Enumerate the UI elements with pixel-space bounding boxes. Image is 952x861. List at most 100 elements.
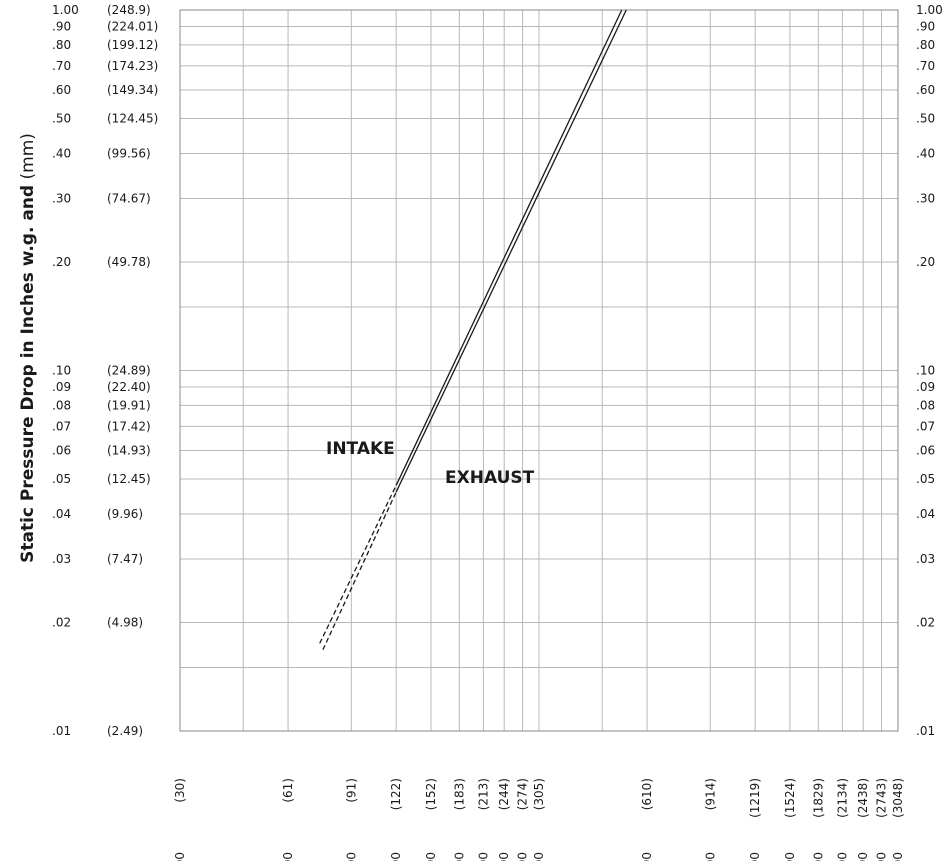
y-tick-label-right: .05 [916,472,935,486]
x-tick-label: 3000 [703,852,717,861]
y-tick-label: .07 [52,419,71,433]
x-tick-label-mm: (2438) [856,778,870,818]
y-tick-label-right: .90 [916,19,935,33]
y-tick-label-mm: (2.49) [107,724,143,738]
y-tick-label: .50 [52,112,71,126]
y-tick-label-right: .01 [916,724,935,738]
x-tick-label: 800 [497,852,511,861]
x-tick-label: 900 [516,852,530,861]
x-tick-label: 9000 [875,852,889,861]
x-tick-label: 6000 [811,852,825,861]
y-tick-label-right: 1.00 [916,3,943,17]
x-tick-label: 2000 [640,852,654,861]
y-tick-label: .80 [52,38,71,52]
y-axis-label-unit: (mm) [18,133,38,179]
x-tick-label: 8000 [856,852,870,861]
y-axis-label: Static Pressure Drop in Inches w.g. and … [18,133,38,563]
y-tick-label-right: .80 [916,38,935,52]
series-label-exhaust: EXHAUST [445,468,535,488]
x-tick-label: 700 [476,852,490,861]
y-tick-label-mm: (99.56) [107,146,151,160]
series-label-intake: INTAKE [326,439,395,459]
y-tick-labels-left: 1.00 (248.9) .90 (224.01) .80 (199.12) .70 (174… [52,3,158,738]
y-tick-label: .03 [52,552,71,566]
y-tick-label-mm: (49.78) [107,255,151,269]
y-tick-label-mm: (74.67) [107,191,151,205]
y-tick-label-right: .20 [916,255,935,269]
y-tick-label-right: .07 [916,419,935,433]
y-tick-label: .01 [52,724,71,738]
y-tick-label: .04 [52,507,71,521]
x-tick-label-mm: (2743) [875,778,889,818]
y-tick-label-right: .60 [916,83,935,97]
x-tick-label: 5000 [783,852,797,861]
x-tick-label-mm: (914) [703,778,717,810]
x-tick-label-mm: (1219) [748,778,762,818]
x-tick-label: 300 [344,852,358,861]
y-tick-label: .06 [52,443,71,457]
y-tick-label-right: .08 [916,398,935,412]
y-tick-label: .60 [52,83,71,97]
plot-border [179,9,899,732]
x-tick-label: 200 [281,852,295,861]
y-tick-label-mm: (12.45) [107,472,151,486]
intake-line-solid [395,9,623,486]
x-tick-label: 100 [173,852,187,861]
y-tick-label-mm: (22.40) [107,380,151,394]
x-tick-label-mm: (1829) [811,778,825,818]
y-tick-label: .02 [52,615,71,629]
y-tick-label: .08 [52,398,71,412]
y-tick-label-mm: (224.01) [107,19,158,33]
x-tick-label-mm: (244) [497,778,511,810]
y-tick-label-right: .03 [916,552,935,566]
plot-frame [179,9,899,732]
x-tick-label: 10,000 [891,852,905,861]
grid [179,9,899,732]
x-tick-label-mm: (3048) [891,778,905,818]
x-tick-label: 500 [424,852,438,861]
y-tick-label-right: .06 [916,443,935,457]
y-tick-label-mm: (248.9) [107,3,151,17]
y-tick-label: .40 [52,146,71,160]
x-tick-label: 1000 [532,852,546,861]
y-tick-label-mm: (4.98) [107,615,143,629]
y-tick-label-right: .02 [916,615,935,629]
y-tick-label-right: .70 [916,59,935,73]
x-tick-label-mm: (1524) [783,778,797,818]
y-axis-label-main: Static Pressure Drop in Inches w.g. and [18,185,38,563]
y-tick-label-mm: (17.42) [107,419,151,433]
y-tick-label-mm: (124.45) [107,112,158,126]
x-tick-label: 400 [389,852,403,861]
x-tick-label-mm: (2134) [835,778,849,818]
series-labels: INTAKE EXHAUST [326,439,535,488]
y-tick-label: .09 [52,380,71,394]
y-tick-label-mm: (149.34) [107,83,158,97]
y-tick-label-mm: (14.93) [107,443,151,457]
y-tick-label-right: .04 [916,507,935,521]
x-tick-label-mm: (122) [389,778,403,810]
exhaust-line-dashed [322,491,397,651]
y-tick-label-mm: (174.23) [107,59,158,73]
y-tick-label-right: .50 [916,112,935,126]
x-tick-labels: (30) 100 (61) 200 (91) 300 (122) 400 (152) 500 (18… [173,778,905,861]
x-tick-label-mm: (213) [476,778,490,810]
y-tick-label: .20 [52,255,71,269]
y-tick-label-mm: (199.12) [107,38,158,52]
y-tick-label-right: .09 [916,380,935,394]
y-tick-label-mm: (9.96) [107,507,143,521]
y-tick-label-right: .40 [916,146,935,160]
y-tick-label: .05 [52,472,71,486]
y-tick-label-mm: (7.47) [107,552,143,566]
x-tick-label-mm: (305) [532,778,546,810]
x-tick-label: 4000 [748,852,762,861]
x-tick-label-mm: (274) [516,778,530,810]
y-tick-label: .70 [52,59,71,73]
x-tick-label-mm: (91) [344,778,358,803]
y-tick-label: .90 [52,19,71,33]
x-tick-label-mm: (152) [424,778,438,810]
x-tick-label-mm: (61) [281,778,295,803]
exhaust-line-solid [395,9,627,493]
x-tick-label-mm: (610) [640,778,654,810]
y-tick-label-right: .30 [916,191,935,205]
